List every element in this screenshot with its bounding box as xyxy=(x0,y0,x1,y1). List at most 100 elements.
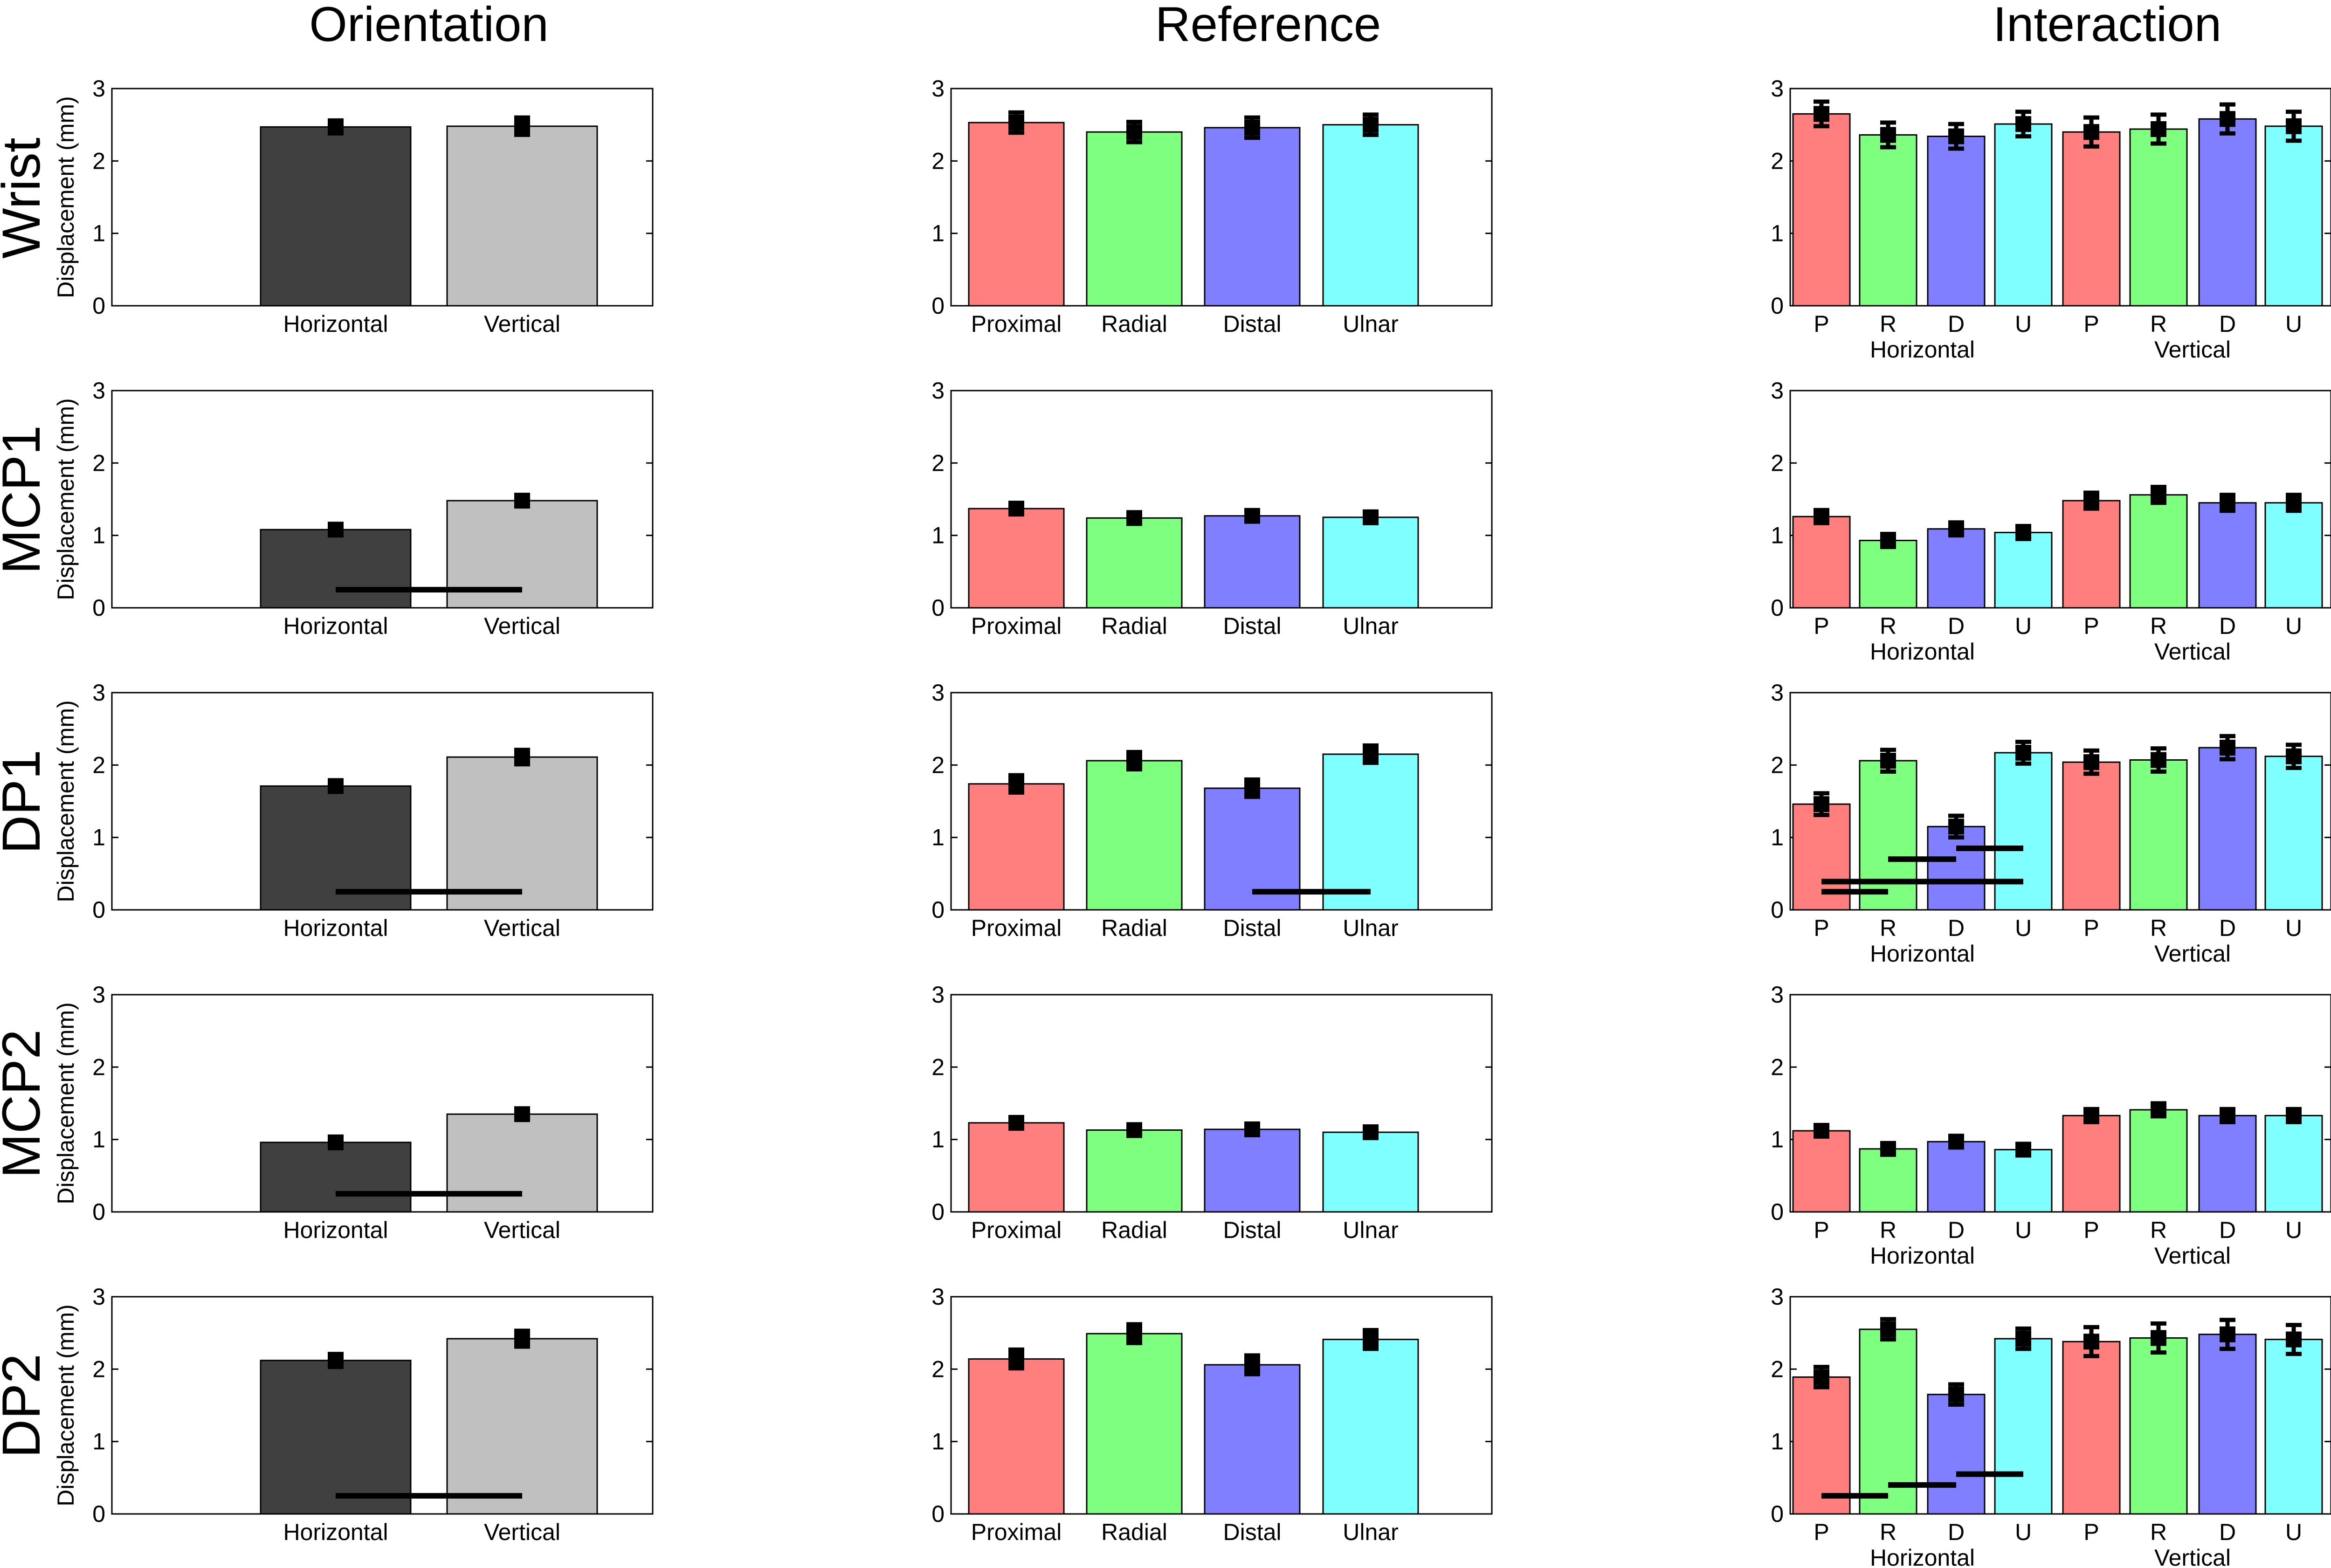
y-tick-label: 3 xyxy=(92,76,105,102)
y-tick-label: 3 xyxy=(931,1284,945,1310)
y-axis-label: Displacement (mm) xyxy=(53,398,79,600)
error-bar xyxy=(2015,110,2031,139)
mean-marker xyxy=(2286,118,2302,134)
panel-dp1-interaction: 0 1 2 3 P R D U P R D U Horizontal Vertical xyxy=(1771,680,2331,967)
x-tick-label: Radial xyxy=(1101,311,1167,337)
x-tick-label: R xyxy=(1880,311,1897,337)
error-bar xyxy=(1880,748,1896,774)
mean-marker xyxy=(1880,532,1896,549)
mean-marker xyxy=(1880,1321,1896,1337)
x-tick-label: Vertical xyxy=(484,1519,560,1545)
x-tick-label: Horizontal xyxy=(283,613,388,639)
column-title-reference: Reference xyxy=(1155,0,1381,52)
mean-marker xyxy=(1948,1386,1964,1403)
mean-marker xyxy=(2015,744,2031,761)
bar-radial-1 xyxy=(1086,1129,1183,1213)
error-bar xyxy=(328,778,344,794)
x-tick-label: P xyxy=(2083,1519,2099,1545)
mean-marker xyxy=(514,493,530,509)
y-tick-label: 1 xyxy=(92,825,105,851)
mean-marker xyxy=(1008,1114,1024,1131)
error-bar xyxy=(1008,501,1024,517)
bar-d-6 xyxy=(2198,118,2257,307)
error-bar xyxy=(2286,743,2302,770)
mean-marker xyxy=(1363,1124,1379,1141)
y-tick-label: 3 xyxy=(92,982,105,1008)
bar-proximal-0 xyxy=(968,1122,1065,1213)
x-tick-label: Radial xyxy=(1101,1519,1167,1545)
y-tick-label: 3 xyxy=(931,680,945,706)
bar-vertical-1 xyxy=(446,1113,598,1213)
bar-d-6 xyxy=(2198,1334,2257,1515)
y-tick-label: 2 xyxy=(931,1356,945,1382)
x-tick-label: P xyxy=(2083,613,2099,639)
y-tick-label: 0 xyxy=(92,1501,105,1527)
y-tick-label: 1 xyxy=(92,523,105,549)
y-axis-label: Displacement (mm) xyxy=(53,1002,79,1204)
group-label-vertical: Vertical xyxy=(2154,639,2231,665)
error-bar xyxy=(328,1134,344,1150)
mean-marker xyxy=(1244,1357,1260,1373)
bar-ulnar-3 xyxy=(1322,516,1419,609)
x-tick-label: R xyxy=(2150,1217,2167,1243)
error-bar xyxy=(1880,120,1896,150)
error-bar xyxy=(2015,523,2031,541)
bar-radial-1 xyxy=(1086,1333,1183,1515)
panel-dp2-orientation: 0 1 2 3 Displacement (mm) Horizontal Vertical xyxy=(53,1284,654,1545)
y-tick-label: 2 xyxy=(1771,752,1784,778)
bar-d-6 xyxy=(2198,502,2257,609)
panel-dp1-reference: 0 1 2 3 Proximal Radial Distal Ulnar xyxy=(931,680,1493,941)
error-bar xyxy=(514,1328,530,1349)
x-tick-label: R xyxy=(1880,915,1897,941)
x-tick-label: Vertical xyxy=(484,311,560,337)
error-bar xyxy=(328,1352,344,1369)
bar-ulnar-3 xyxy=(1322,1339,1419,1515)
y-tick-label: 3 xyxy=(1771,76,1784,102)
y-tick-label: 2 xyxy=(92,148,105,174)
y-tick-label: 1 xyxy=(931,220,945,247)
mean-marker xyxy=(1126,124,1142,140)
y-tick-label: 2 xyxy=(92,752,105,778)
y-tick-label: 0 xyxy=(1771,293,1784,319)
y-axis-label: Displacement (mm) xyxy=(53,96,79,298)
error-bar xyxy=(328,118,344,136)
y-tick-label: 3 xyxy=(1771,680,1784,706)
x-tick-label: U xyxy=(2285,1217,2302,1243)
mean-marker xyxy=(2151,1101,2166,1118)
x-tick-label: D xyxy=(1948,1519,1965,1545)
group-label-horizontal: Horizontal xyxy=(1870,337,1975,363)
bar-p-0 xyxy=(1792,516,1851,609)
x-tick-label: R xyxy=(1880,1217,1897,1243)
mean-marker xyxy=(328,119,344,135)
y-tick-label: 1 xyxy=(92,220,105,247)
mean-marker xyxy=(328,522,344,538)
mean-marker xyxy=(2083,124,2099,140)
mean-marker xyxy=(2286,748,2302,764)
x-tick-label: Horizontal xyxy=(283,915,388,941)
panel-mcp1-reference: 0 1 2 3 Proximal Radial Distal Ulnar xyxy=(931,378,1493,639)
x-tick-label: D xyxy=(2219,613,2236,639)
bar-d-2 xyxy=(1927,825,1986,911)
mean-marker xyxy=(1126,753,1142,769)
bar-proximal-0 xyxy=(968,783,1065,911)
group-label-vertical: Vertical xyxy=(2154,941,2231,967)
bar-radial-1 xyxy=(1086,131,1183,307)
error-bar xyxy=(1244,508,1260,524)
mean-marker xyxy=(1008,501,1024,517)
bar-p-0 xyxy=(1792,113,1851,307)
y-tick-label: 0 xyxy=(92,293,105,319)
bar-r-5 xyxy=(2129,1337,2188,1515)
mean-marker xyxy=(1814,509,1829,525)
error-bar xyxy=(1814,1123,1829,1139)
error-bar xyxy=(1948,122,1964,151)
error-bar xyxy=(1814,791,1829,818)
x-tick-label: Proximal xyxy=(971,1217,1062,1243)
mean-marker xyxy=(514,118,530,134)
x-tick-label: Distal xyxy=(1223,1519,1281,1545)
error-bar xyxy=(2286,1107,2302,1124)
row-label-mcp2: MCP2 xyxy=(0,1029,51,1178)
row-label-wrist: Wrist xyxy=(0,138,51,259)
error-bar xyxy=(2083,1107,2099,1124)
group-label-horizontal: Horizontal xyxy=(1870,639,1975,665)
y-tick-label: 0 xyxy=(1771,1199,1784,1225)
